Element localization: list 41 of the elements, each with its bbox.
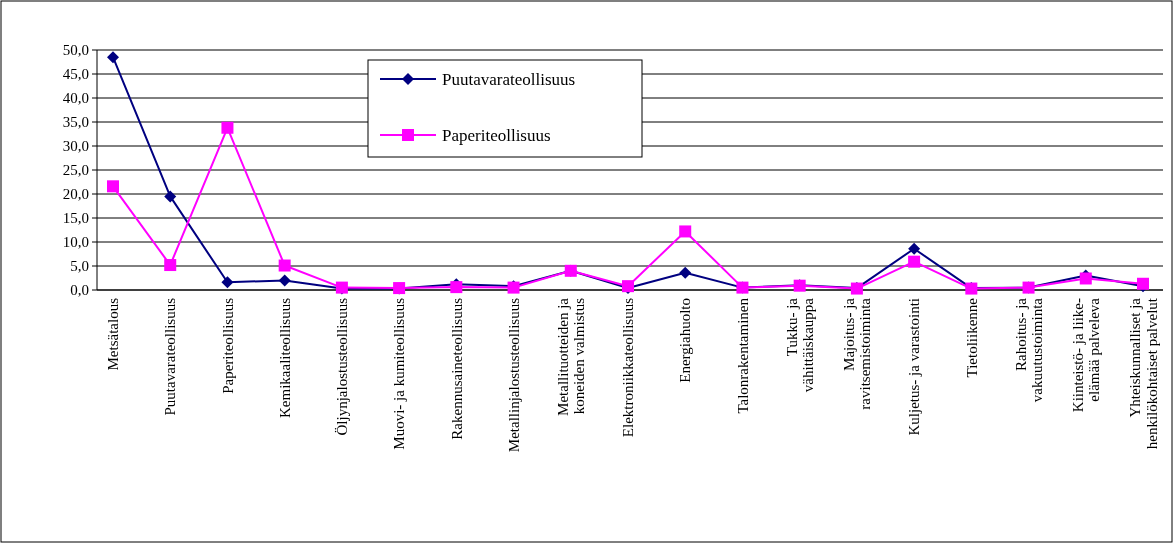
point bbox=[679, 225, 692, 238]
y-tick-label: 50,0 bbox=[62, 42, 89, 59]
x-tick-label: Tukku- ja vähittäiskauppa bbox=[783, 297, 817, 393]
point bbox=[908, 242, 921, 255]
y-tick-label: 0,0 bbox=[70, 282, 89, 299]
point bbox=[107, 51, 119, 64]
x-tick-label: Talonrakentaminen bbox=[734, 297, 751, 414]
legend-label: Paperiteollisuus bbox=[442, 125, 551, 145]
point bbox=[221, 276, 234, 289]
x-tick-label: Kemikaaliteollisuus bbox=[276, 297, 293, 418]
point bbox=[164, 190, 177, 203]
x-tick-label: Öljynjalostusteollisuus bbox=[334, 297, 351, 436]
point bbox=[107, 180, 119, 193]
y-tick-label: 35,0 bbox=[62, 114, 89, 131]
x-tick-label: Energiahuolto bbox=[677, 298, 694, 383]
x-tick-label: Tietoliikenne bbox=[963, 297, 980, 378]
point bbox=[278, 274, 291, 287]
y-tick-label: 10,0 bbox=[62, 234, 89, 251]
x-tick-label: Metsätalous bbox=[105, 297, 122, 371]
x-tick-label: Muovi- ja kumiteollisuus bbox=[391, 297, 408, 450]
x-tick-label: Puutavarateollisuus bbox=[162, 297, 179, 416]
x-tick-label: Kuljetus- ja varastointi bbox=[906, 298, 923, 436]
y-tick-label: 40,0 bbox=[62, 90, 89, 107]
y-tick-label: 45,0 bbox=[62, 66, 89, 83]
x-tick-label: Metallituotteiden ja koneiden valmistus bbox=[554, 297, 588, 416]
x-tick-label: Metallinjalostusteollisuus bbox=[505, 297, 522, 453]
point bbox=[164, 259, 177, 272]
point bbox=[908, 255, 921, 268]
point bbox=[679, 266, 692, 279]
y-tick-label: 15,0 bbox=[62, 210, 89, 227]
y-tick-label: 25,0 bbox=[62, 162, 89, 179]
x-tick-label: Rakennusaineteollisuus bbox=[448, 297, 465, 440]
x-tick-label: Paperiteollisuus bbox=[219, 297, 236, 394]
x-tick-label: Rahoitus- ja vakuutustoiminta bbox=[1012, 297, 1046, 403]
y-tick-label: 20,0 bbox=[62, 186, 89, 203]
point bbox=[278, 259, 291, 272]
y-tick-label: 30,0 bbox=[62, 138, 89, 155]
legend-label: Puutavarateollisuus bbox=[442, 69, 576, 89]
point bbox=[221, 121, 234, 134]
y-tick-label: 5,0 bbox=[70, 258, 89, 275]
x-tick-label: Elektroniikkateollisuus bbox=[620, 297, 637, 438]
